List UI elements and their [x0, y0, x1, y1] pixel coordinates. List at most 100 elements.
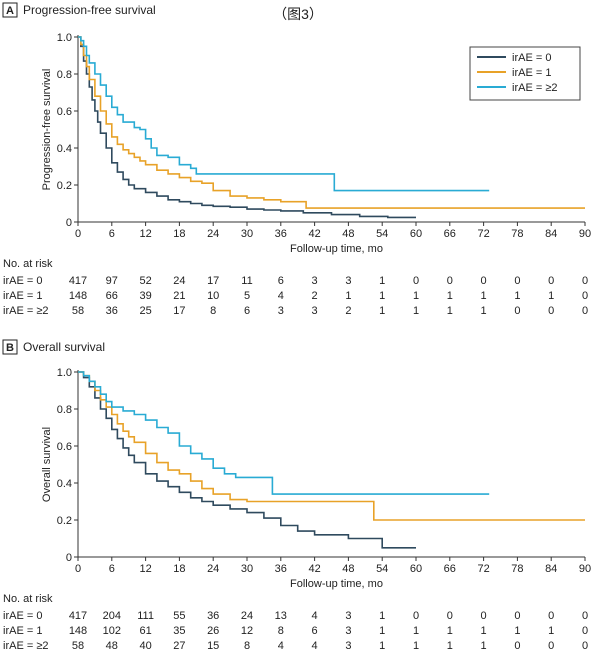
risk-cell: 417: [69, 610, 87, 622]
risk-cell: 3: [312, 305, 318, 317]
panel-letter: B: [6, 342, 14, 354]
risk-row-label-irae-ge2: irAE = ≥2: [3, 305, 48, 317]
risk-cell: 6: [244, 305, 250, 317]
y-tick-label: 0.8: [57, 69, 72, 81]
risk-cell: 0: [514, 275, 520, 287]
risk-cell: 1: [379, 640, 385, 652]
risk-cell: 0: [582, 275, 588, 287]
risk-cell: 39: [139, 290, 151, 302]
risk-cell: 4: [312, 610, 318, 622]
risk-cell: 0: [413, 275, 419, 287]
risk-cell: 35: [173, 625, 185, 637]
risk-table-title: No. at risk: [3, 258, 53, 270]
x-tick-label: 90: [579, 228, 591, 240]
risk-cell: 0: [582, 640, 588, 652]
x-tick-label: 36: [275, 563, 287, 575]
km-curve-irae-1: [78, 371, 585, 521]
risk-cell: 11: [241, 275, 252, 287]
risk-cell: 0: [548, 275, 554, 287]
risk-cell: 27: [173, 640, 185, 652]
risk-cell: 1: [548, 290, 554, 302]
risk-cell: 1: [379, 275, 385, 287]
risk-cell: 13: [275, 610, 287, 622]
km-curve-irae-2: [78, 371, 490, 495]
risk-cell: 1: [514, 625, 520, 637]
risk-cell: 8: [278, 625, 284, 637]
risk-cell: 3: [312, 275, 318, 287]
x-tick-label: 36: [275, 228, 287, 240]
risk-cell: 204: [103, 610, 121, 622]
risk-cell: 6: [278, 275, 284, 287]
x-tick-label: 30: [241, 563, 253, 575]
legend: irAE = 0 irAE = 1 irAE = ≥2: [469, 46, 581, 101]
risk-cell: 1: [345, 290, 351, 302]
risk-cell: 15: [207, 640, 219, 652]
x-tick-label: 18: [173, 563, 185, 575]
risk-cell: 1: [481, 290, 487, 302]
risk-cell: 48: [106, 640, 118, 652]
risk-cell: 1: [379, 290, 385, 302]
km-curve-irae-0: [78, 371, 416, 549]
risk-cell: 40: [139, 640, 151, 652]
risk-cell: 3: [278, 305, 284, 317]
risk-cell: 1: [413, 290, 419, 302]
x-tick-label: 0: [75, 228, 81, 240]
x-tick-label: 12: [139, 563, 151, 575]
km-curve-irae-2: [78, 36, 490, 192]
risk-cell: 1: [514, 290, 520, 302]
x-tick-label: 84: [545, 563, 557, 575]
risk-cell: 0: [582, 290, 588, 302]
risk-cell: 0: [548, 610, 554, 622]
y-tick-label: 0: [66, 552, 72, 564]
x-tick-label: 6: [109, 563, 115, 575]
risk-cell: 4: [278, 640, 284, 652]
legend-label-irae-0: irAE = 0: [512, 52, 551, 64]
risk-cell: 148: [69, 290, 87, 302]
x-tick-label: 78: [511, 563, 523, 575]
risk-cell: 21: [173, 290, 185, 302]
y-tick-label: 0.6: [57, 441, 72, 453]
risk-cell: 2: [312, 290, 318, 302]
x-tick-label: 42: [308, 563, 320, 575]
x-tick-label: 48: [342, 563, 354, 575]
risk-row-label-irae-ge2: irAE = ≥2: [3, 640, 48, 652]
risk-cell: 1: [379, 625, 385, 637]
y-tick-label: 0.6: [57, 106, 72, 118]
x-tick-label: 84: [545, 228, 557, 240]
risk-cell: 66: [106, 290, 118, 302]
panel-letter-box: [2, 2, 18, 18]
risk-cell: 417: [69, 275, 87, 287]
risk-cell: 1: [447, 305, 453, 317]
risk-cell: 24: [241, 610, 253, 622]
risk-cell: 2: [345, 305, 351, 317]
risk-cell: 17: [173, 305, 185, 317]
x-tick-label: 54: [376, 563, 388, 575]
y-tick-label: 0.2: [57, 180, 72, 192]
risk-cell: 55: [173, 610, 185, 622]
risk-cell: 3: [345, 610, 351, 622]
risk-cell: 1: [481, 305, 487, 317]
x-tick-label: 72: [477, 228, 489, 240]
risk-cell: 4: [312, 640, 318, 652]
panel-progression-free-survival: A Progression-free survival 0 0.2 0.4 0.6 0.8 1…: [2, 2, 591, 317]
risk-cell: 0: [413, 610, 419, 622]
risk-cell: 0: [582, 610, 588, 622]
risk-cell: 0: [514, 305, 520, 317]
risk-cell: 1: [379, 305, 385, 317]
risk-cell: 36: [106, 305, 118, 317]
risk-cell: 1: [413, 625, 419, 637]
y-axis-label: Overall survival: [41, 427, 53, 502]
risk-cell: 10: [207, 290, 219, 302]
x-tick-label: 90: [579, 563, 591, 575]
y-tick-label: 0.2: [57, 515, 72, 527]
legend-label-irae-2: irAE = ≥2: [512, 82, 557, 94]
y-tick-label: 0.4: [57, 143, 72, 155]
panel-title: Overall survival: [23, 340, 105, 354]
risk-cell: 1: [447, 640, 453, 652]
figure-caption: （图3）: [273, 6, 323, 22]
risk-cell: 0: [548, 640, 554, 652]
x-tick-label: 42: [308, 228, 320, 240]
x-tick-label: 24: [207, 228, 219, 240]
y-tick-label: 1.0: [57, 367, 72, 379]
